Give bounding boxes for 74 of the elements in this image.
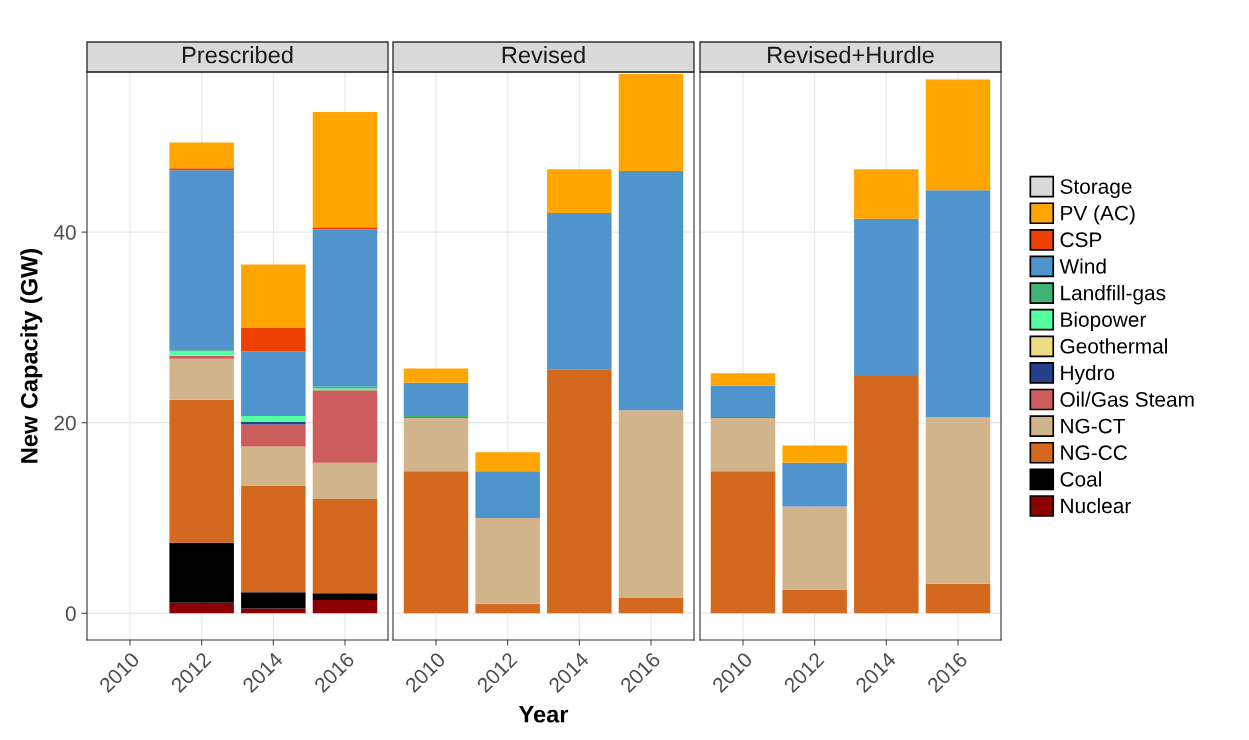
bar bbox=[618, 598, 684, 614]
bar bbox=[312, 112, 378, 228]
bar bbox=[782, 589, 847, 614]
legend-label: Oil/Gas Steam bbox=[1060, 391, 1194, 407]
bar bbox=[241, 264, 306, 328]
legend-label: Storage bbox=[1060, 179, 1132, 199]
bar bbox=[854, 169, 919, 219]
bar bbox=[241, 592, 306, 609]
bar bbox=[241, 421, 306, 425]
bar bbox=[854, 376, 919, 614]
chart-title: Revised bbox=[502, 46, 585, 64]
bar bbox=[925, 583, 991, 614]
chart-title: Revised+Hurdle bbox=[768, 46, 934, 64]
bar bbox=[925, 416, 991, 584]
y-tick-label: 0 bbox=[65, 606, 76, 622]
legend-label: NG-CC bbox=[1061, 445, 1127, 461]
bar bbox=[312, 498, 378, 594]
bar bbox=[618, 410, 684, 599]
bar bbox=[782, 506, 847, 590]
bar bbox=[403, 471, 469, 614]
bar bbox=[241, 485, 306, 593]
bar bbox=[782, 462, 847, 507]
bar bbox=[925, 190, 991, 417]
bar bbox=[169, 142, 234, 169]
y-tick-label: 20 bbox=[54, 415, 76, 431]
legend-label: PV (AC) bbox=[1061, 205, 1135, 225]
bar bbox=[241, 351, 306, 417]
y-tick-label: 40 bbox=[53, 225, 76, 240]
legend-label: Hydro bbox=[1061, 364, 1115, 385]
bar bbox=[475, 518, 540, 604]
bar bbox=[403, 417, 469, 472]
legend-label: Geothermal bbox=[1060, 338, 1167, 354]
bar bbox=[312, 593, 378, 600]
bar bbox=[710, 385, 776, 417]
legend-label: NG-CT bbox=[1061, 418, 1125, 434]
bar bbox=[312, 390, 378, 463]
legend-label: Nuclear bbox=[1061, 497, 1131, 514]
bar bbox=[403, 382, 469, 417]
bar bbox=[169, 399, 234, 543]
bar bbox=[854, 218, 919, 377]
bar bbox=[547, 169, 612, 214]
bar bbox=[782, 445, 847, 463]
legend-label: Wind bbox=[1059, 258, 1106, 274]
bar bbox=[618, 171, 684, 411]
bar bbox=[710, 373, 776, 386]
bar bbox=[241, 446, 306, 486]
x-axis-title: Year bbox=[518, 706, 569, 723]
y-axis-title: New Capacity (GW) bbox=[20, 248, 43, 463]
bar bbox=[241, 416, 306, 422]
legend-label: Landfill-gas bbox=[1061, 285, 1166, 305]
bar bbox=[710, 417, 776, 472]
bar bbox=[169, 351, 234, 356]
legend-label: Biopower bbox=[1061, 311, 1147, 332]
bar bbox=[312, 462, 378, 499]
bar bbox=[312, 229, 378, 387]
bar bbox=[169, 358, 234, 400]
bar bbox=[241, 424, 306, 447]
bar bbox=[925, 79, 991, 191]
bar bbox=[618, 73, 684, 172]
bar bbox=[169, 602, 234, 614]
bar bbox=[710, 471, 776, 614]
bar bbox=[547, 369, 612, 614]
bar bbox=[475, 603, 540, 614]
bar bbox=[312, 599, 378, 614]
bar bbox=[475, 452, 540, 472]
bar bbox=[169, 542, 234, 603]
bar bbox=[475, 471, 540, 519]
bar bbox=[169, 170, 234, 351]
bar bbox=[403, 368, 469, 383]
chart-title: Prescribed bbox=[183, 46, 293, 64]
legend-label: CSP bbox=[1060, 232, 1102, 248]
legend-label: Coal bbox=[1060, 471, 1101, 487]
bar bbox=[241, 327, 306, 352]
bar bbox=[547, 213, 612, 370]
